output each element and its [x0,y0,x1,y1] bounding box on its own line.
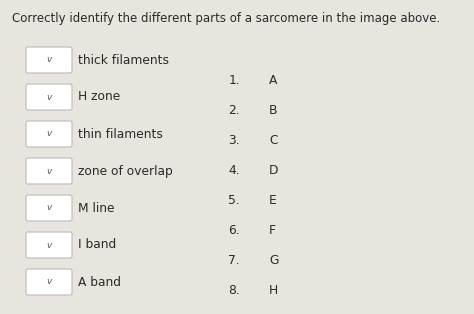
Text: thin filaments: thin filaments [78,127,163,140]
Text: C: C [269,133,277,147]
Text: v: v [46,129,52,138]
Text: 6.: 6. [228,224,240,236]
Text: F: F [269,224,276,236]
FancyBboxPatch shape [26,232,72,258]
Text: H zone: H zone [78,90,120,104]
FancyBboxPatch shape [26,121,72,147]
Text: v: v [46,166,52,176]
Text: A band: A band [78,275,121,289]
Text: v: v [46,241,52,250]
Text: 7.: 7. [228,253,240,267]
Text: M line: M line [78,202,115,214]
Text: A: A [269,73,277,86]
Text: I band: I band [78,239,116,252]
Text: 8.: 8. [228,284,240,296]
Text: zone of overlap: zone of overlap [78,165,173,177]
Text: v: v [46,56,52,64]
Text: 3.: 3. [228,133,240,147]
FancyBboxPatch shape [26,158,72,184]
FancyBboxPatch shape [26,195,72,221]
Text: D: D [269,164,279,176]
Text: v: v [46,93,52,101]
FancyBboxPatch shape [26,84,72,110]
Text: E: E [269,193,277,207]
Text: Correctly identify the different parts of a sarcomere in the image above.: Correctly identify the different parts o… [12,12,440,25]
Text: 4.: 4. [228,164,240,176]
Text: v: v [46,203,52,213]
Text: v: v [46,278,52,286]
Text: 1.: 1. [228,73,240,86]
Text: 2.: 2. [228,104,240,116]
Text: H: H [269,284,278,296]
FancyBboxPatch shape [26,47,72,73]
FancyBboxPatch shape [26,269,72,295]
Text: 5.: 5. [228,193,240,207]
Text: G: G [269,253,278,267]
Text: B: B [269,104,277,116]
Text: thick filaments: thick filaments [78,53,169,67]
